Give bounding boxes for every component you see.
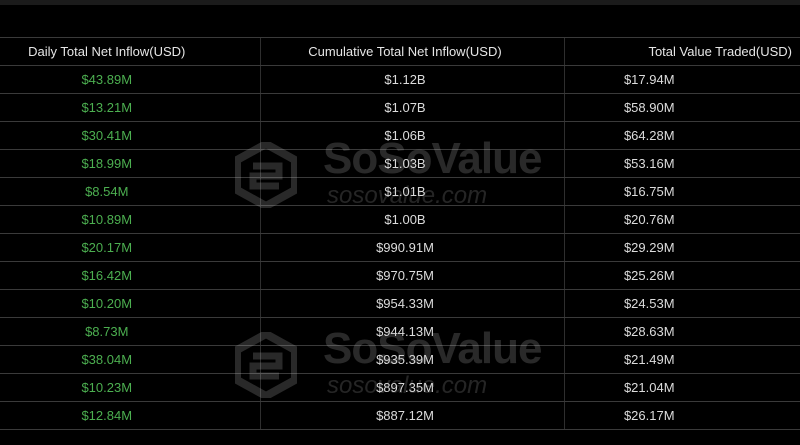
table-row[interactable]: $8.73M $944.13M $28.63M [0,317,800,346]
cumulative-net-inflow-cell: $970.75M [259,261,564,290]
daily-net-inflow-cell: $20.17M [0,233,260,262]
total-value-traded-cell: $21.49M [563,345,800,374]
table-row[interactable]: $38.04M $935.39M $21.49M [0,345,800,374]
table-row[interactable]: $8.54M $1.01B $16.75M [0,177,800,206]
daily-net-inflow-cell: $8.73M [0,317,260,346]
header-daily-net-inflow[interactable]: Daily Total Net Inflow(USD) [0,37,260,66]
table-row[interactable]: $30.41M $1.06B $64.28M [0,121,800,150]
cumulative-net-inflow-cell: $1.07B [259,93,564,122]
total-value-traded-cell: $24.53M [563,289,800,318]
total-value-traded-cell: $16.75M [563,177,800,206]
total-value-traded-cell: $28.63M [563,317,800,346]
total-value-traded-cell: $26.17M [563,401,800,430]
daily-net-inflow-cell: $12.84M [0,401,260,430]
cumulative-net-inflow-cell: $954.33M [259,289,564,318]
table-row[interactable]: $10.20M $954.33M $24.53M [0,289,800,318]
total-value-traded-cell: $64.28M [563,121,800,150]
cumulative-net-inflow-cell: $935.39M [259,345,564,374]
total-value-traded-cell: $21.04M [563,373,800,402]
total-value-traded-cell: $53.16M [563,149,800,178]
daily-net-inflow-cell: $10.89M [0,205,260,234]
table-row[interactable]: $18.99M $1.03B $53.16M [0,149,800,178]
daily-net-inflow-cell: $43.89M [0,65,260,94]
daily-net-inflow-cell: $10.20M [0,289,260,318]
table-row[interactable]: $13.21M $1.07B $58.90M [0,93,800,122]
cumulative-net-inflow-cell: $1.12B [259,65,564,94]
cumulative-net-inflow-cell: $887.12M [259,401,564,430]
table-row[interactable]: $16.42M $970.75M $25.26M [0,261,800,290]
daily-net-inflow-cell: $16.42M [0,261,260,290]
total-value-traded-cell: $17.94M [563,65,800,94]
table-row[interactable]: $12.84M $887.12M $26.17M [0,401,800,430]
cumulative-net-inflow-cell: $897.35M [259,373,564,402]
table-row[interactable]: $43.89M $1.12B $17.94M [0,65,800,94]
header-total-value-traded[interactable]: Total Value Traded(USD) [563,37,800,66]
daily-net-inflow-cell: $18.99M [0,149,260,178]
top-bar [0,0,800,5]
total-value-traded-cell: $29.29M [563,233,800,262]
table-row[interactable]: $10.89M $1.00B $20.76M [0,205,800,234]
cumulative-net-inflow-cell: $990.91M [259,233,564,262]
cumulative-net-inflow-cell: $1.01B [259,177,564,206]
cumulative-net-inflow-cell: $1.06B [259,121,564,150]
cumulative-net-inflow-cell: $944.13M [259,317,564,346]
total-value-traded-cell: $20.76M [563,205,800,234]
total-value-traded-cell: $58.90M [563,93,800,122]
table-row[interactable]: $20.17M $990.91M $29.29M [0,233,800,262]
cumulative-net-inflow-cell: $1.03B [259,149,564,178]
total-value-traded-cell: $25.26M [563,261,800,290]
daily-net-inflow-cell: $8.54M [0,177,260,206]
daily-net-inflow-cell: $30.41M [0,121,260,150]
cumulative-net-inflow-cell: $1.00B [259,205,564,234]
daily-net-inflow-cell: $13.21M [0,93,260,122]
daily-net-inflow-cell: $10.23M [0,373,260,402]
etf-flow-table: Daily Total Net Inflow(USD) Cumulative T… [0,37,800,430]
header-cumulative-net-inflow[interactable]: Cumulative Total Net Inflow(USD) [259,37,564,66]
table-row[interactable]: $10.23M $897.35M $21.04M [0,373,800,402]
table-header-row: Daily Total Net Inflow(USD) Cumulative T… [0,37,800,66]
daily-net-inflow-cell: $38.04M [0,345,260,374]
